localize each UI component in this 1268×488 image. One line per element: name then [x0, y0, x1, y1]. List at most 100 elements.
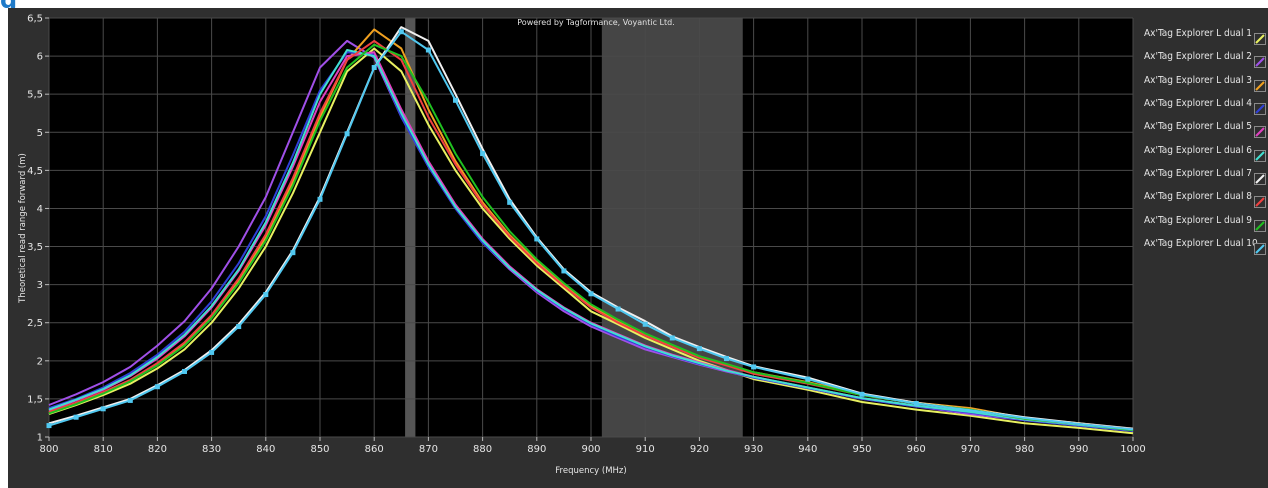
legend-label: Ax'Tag Explorer L dual 9	[1144, 214, 1253, 226]
x-tick-label: 870	[419, 444, 438, 455]
x-tick-label: 910	[636, 444, 655, 455]
legend-item[interactable]: Ax'Tag Explorer L dual 1	[1141, 28, 1268, 51]
y-tick-label: 1	[37, 433, 43, 444]
x-tick-label: 850	[310, 444, 329, 455]
legend-label: Ax'Tag Explorer L dual 4	[1144, 98, 1253, 110]
legend-swatch-icon	[1254, 149, 1266, 162]
x-tick-label: 810	[94, 444, 113, 455]
series-marker	[588, 291, 594, 297]
page-heading: g	[0, 0, 200, 8]
y-tick-label: 3	[37, 280, 43, 291]
legend-label: Ax'Tag Explorer L dual 10	[1144, 238, 1258, 250]
legend-label: Ax'Tag Explorer L dual 3	[1144, 74, 1253, 86]
y-tick-label: 5	[37, 128, 43, 139]
y-tick-label: 5,5	[27, 90, 43, 101]
x-tick-label: 860	[365, 444, 384, 455]
series-marker	[344, 131, 350, 137]
legend-item[interactable]: Ax'Tag Explorer L dual 5	[1141, 121, 1268, 144]
legend-label: Ax'Tag Explorer L dual 6	[1144, 144, 1253, 156]
series-marker	[751, 364, 757, 370]
x-tick-label: 820	[148, 444, 167, 455]
x-tick-label: 800	[39, 444, 58, 455]
series-line	[48, 26, 1134, 430]
legend-label: Ax'Tag Explorer L dual 7	[1144, 168, 1253, 180]
series-marker	[534, 236, 540, 242]
series-marker	[154, 384, 160, 390]
y-tick-label: 4	[37, 204, 43, 215]
legend-swatch-icon	[1254, 219, 1266, 232]
series-marker	[290, 250, 296, 256]
shaded-band	[601, 18, 743, 437]
y-tick-label: 2,5	[27, 318, 43, 329]
legend-label: Ax'Tag Explorer L dual 1	[1144, 28, 1253, 39]
legend-item[interactable]: Ax'Tag Explorer L dual 2	[1141, 51, 1268, 74]
legend-swatch-icon	[1254, 56, 1266, 69]
series-marker	[317, 196, 323, 202]
series-marker	[913, 400, 919, 406]
series-marker	[127, 397, 133, 403]
legend-swatch-icon	[1254, 196, 1266, 209]
y-tick-label: 6	[37, 52, 43, 63]
legend-item[interactable]: Ax'Tag Explorer L dual 8	[1141, 191, 1268, 214]
y-axis-label: Theoretical read range forward (m)	[18, 153, 28, 304]
series-marker	[642, 321, 648, 327]
legend-item[interactable]: Ax'Tag Explorer L dual 7	[1141, 168, 1268, 191]
chart-svg: 800 810 820 830 840 850 860 870 880 890 900 910 920 9…	[18, 14, 1146, 477]
legend-label: Ax'Tag Explorer L dual 8	[1144, 191, 1253, 203]
legend-item[interactable]: Ax'Tag Explorer L dual 6	[1141, 145, 1268, 168]
series-marker	[371, 65, 377, 71]
y-tick-label: 2	[37, 356, 43, 367]
series-marker	[859, 391, 865, 397]
series-line	[48, 43, 1134, 432]
x-tick-label: 900	[581, 444, 600, 455]
series-marker	[507, 199, 513, 205]
series-line	[48, 49, 1134, 432]
x-tick-label: 890	[527, 444, 546, 455]
x-tick-label: 830	[202, 444, 221, 455]
series-marker	[236, 324, 242, 330]
shaded-band	[405, 18, 416, 437]
x-axis-label: Frequency (MHz)	[555, 466, 626, 476]
x-tick-label: 840	[256, 444, 275, 455]
legend-item[interactable]: Ax'Tag Explorer L dual 9	[1141, 215, 1268, 238]
series-marker	[398, 29, 404, 35]
series-line	[48, 47, 1134, 435]
series-marker	[724, 356, 729, 362]
series-marker	[46, 423, 52, 429]
x-tick-label: 990	[1069, 444, 1088, 455]
series-marker	[480, 151, 486, 157]
y-tick-label: 3,5	[27, 242, 43, 253]
x-tick-label: 960	[907, 444, 926, 455]
legend-swatch-icon	[1254, 126, 1266, 139]
legend-item[interactable]: Ax'Tag Explorer L dual 10	[1141, 238, 1268, 261]
series-marker	[696, 346, 702, 352]
y-tick-label: 1,5	[27, 394, 43, 405]
x-tick-label: 940	[798, 444, 817, 455]
series-marker	[615, 306, 621, 312]
legend-item[interactable]: Ax'Tag Explorer L dual 3	[1141, 75, 1268, 98]
x-tick-label: 920	[690, 444, 709, 455]
legend-label: Ax'Tag Explorer L dual 5	[1144, 121, 1253, 133]
legend-swatch-icon	[1254, 33, 1266, 45]
series-marker	[73, 414, 79, 420]
series-marker	[561, 268, 567, 274]
x-tick-label: 980	[1015, 444, 1034, 455]
legend-swatch-icon	[1254, 173, 1266, 186]
legend-swatch-icon	[1254, 103, 1266, 116]
x-tick-label: 970	[961, 444, 980, 455]
x-tick-label: 930	[744, 444, 763, 455]
series-marker	[425, 47, 431, 53]
series-marker	[209, 349, 215, 355]
x-tick-label: 950	[852, 444, 871, 455]
x-tick-label: 1000	[1120, 444, 1145, 455]
series-marker	[263, 292, 269, 298]
credit-text: Powered by Tagformance, Voyantic Ltd.	[517, 18, 675, 27]
series-marker	[805, 376, 811, 382]
series-marker	[100, 406, 106, 412]
y-tick-label: 6,5	[27, 14, 43, 25]
legend-item[interactable]: Ax'Tag Explorer L dual 4	[1141, 98, 1268, 121]
series-marker	[453, 97, 458, 103]
legend-label: Ax'Tag Explorer L dual 2	[1144, 51, 1253, 63]
legend: Ax'Tag Explorer L dual 1 Ax'Tag Explorer …	[1141, 28, 1268, 261]
chart-panel: 800 810 820 830 840 850 860 870 880 890 900 910 920 9…	[8, 8, 1268, 488]
